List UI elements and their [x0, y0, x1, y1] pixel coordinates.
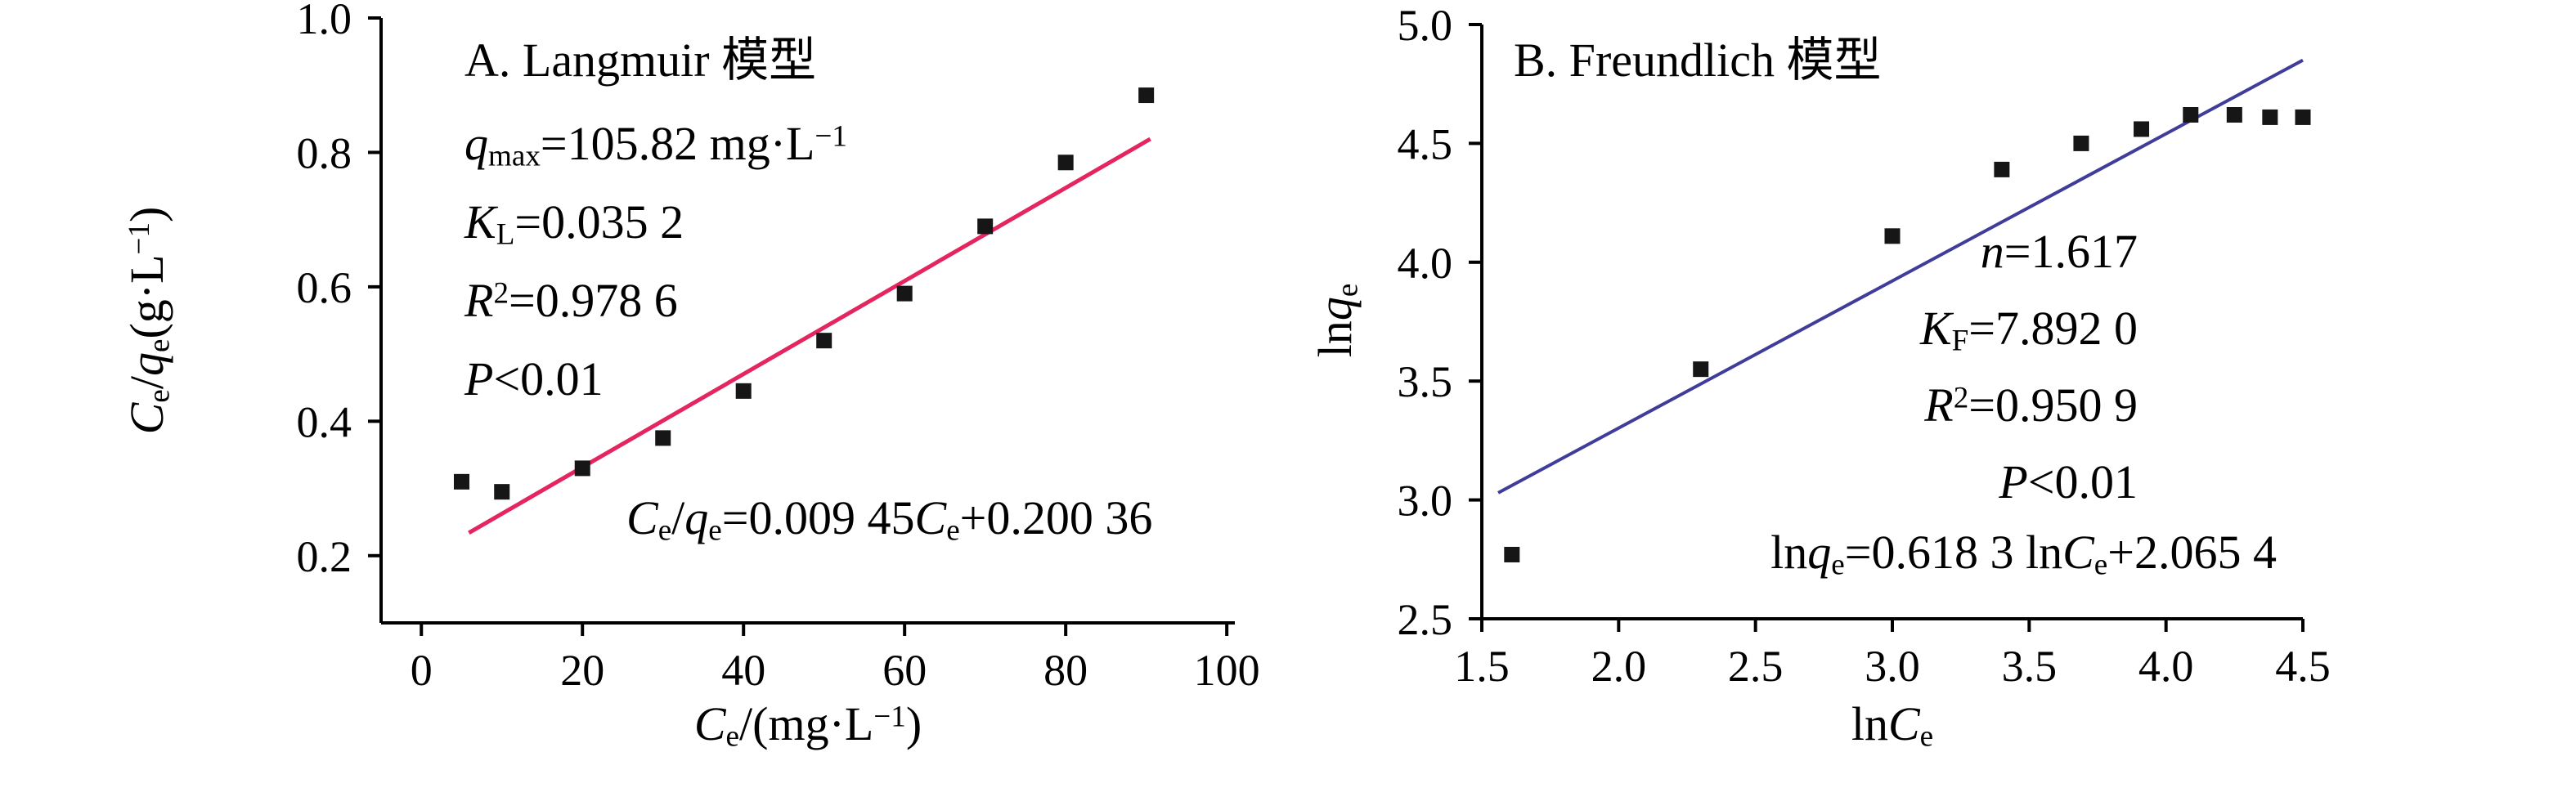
y-tick-label: 0.6: [297, 263, 352, 312]
kf-annotation: KF=7.892 0: [1919, 302, 2138, 358]
x-tick-label: 100: [1194, 646, 1260, 695]
freundlich-chart: 1.5 2.0 2.5 3.0 3.5 4.0 4.5 2.5 3.0 3.5 4.0 4.5 5.0: [1398, 1, 2331, 691]
panel-b-title: B. Freundlich 模型: [1514, 34, 1882, 87]
y-tick-label: 2.5: [1398, 595, 1453, 644]
x-tick-label: 4.5: [2275, 642, 2331, 691]
kl-annotation: KL=0.035 2: [464, 195, 684, 252]
p-value-annotation-a: P<0.01: [464, 352, 604, 405]
x-axis-label-b: lnCe: [1851, 697, 1934, 754]
data-point: [2226, 107, 2242, 123]
x-tick-label: 40: [721, 646, 765, 695]
y-tick-label: 4.0: [1398, 239, 1453, 288]
y-tick-label: 0.4: [297, 397, 352, 446]
x-tick-label: 20: [560, 646, 604, 695]
y-tick-label: 0.2: [297, 532, 352, 581]
fit-line: [1497, 58, 2304, 495]
x-tick-label: 60: [882, 646, 927, 695]
data-point: [1504, 546, 1520, 562]
y-axis-label-a: Ce/qe(g·L−1): [119, 206, 177, 435]
data-point: [1693, 361, 1709, 378]
data-point: [2134, 121, 2150, 137]
data-point: [453, 473, 469, 490]
data-point: [2183, 107, 2199, 123]
data-point: [1994, 161, 2010, 177]
panel-freundlich: 1.5 2.0 2.5 3.0 3.5 4.0 4.5 2.5 3.0 3.5 4.0 4.5 5.0 …: [1288, 0, 2576, 788]
data-point: [655, 430, 671, 446]
n-annotation: n=1.617: [1980, 225, 2138, 278]
data-point: [977, 218, 994, 235]
data-point: [735, 383, 752, 399]
r-squared-annotation-b: R2=0.950 9: [1924, 378, 2138, 432]
langmuir-chart: 0 20 40 60 80 100 0.2 0.4 0.6 0.8 1.0: [297, 0, 1260, 695]
x-tick-label: 0: [411, 646, 433, 695]
data-point: [816, 333, 832, 349]
data-point: [574, 460, 590, 477]
panel-a-title: A. Langmuir 模型: [464, 34, 817, 87]
data-point: [2073, 135, 2089, 151]
y-tick-label: 3.5: [1398, 357, 1453, 406]
x-tick-label: 3.0: [1865, 642, 1920, 691]
data-point: [2295, 109, 2311, 125]
x-axis-label-a: Ce/(mg·L−1): [693, 697, 922, 754]
freundlich-equation: lnqe=0.618 3 lnCe+2.065 4: [1770, 526, 2277, 582]
panel-langmuir: 0 20 40 60 80 100 0.2 0.4 0.6 0.8 1.0 A. Langmuir …: [119, 0, 1260, 754]
data-point: [1057, 154, 1074, 171]
p-value-annotation-b: P<0.01: [1999, 455, 2138, 508]
x-tick-label: 3.5: [2002, 642, 2058, 691]
x-tick-label: 1.5: [1454, 642, 1510, 691]
qmax-annotation: qmax=105.82 mg·L−1: [464, 117, 847, 173]
y-axis-label-b: lnqe: [1308, 283, 1365, 358]
data-point: [1138, 87, 1155, 104]
langmuir-equation: Ce/qe=0.009 45Ce+0.200 36: [626, 491, 1153, 548]
data-point: [896, 285, 913, 302]
r-squared-annotation-a: R2=0.978 6: [464, 274, 678, 327]
y-tick-label: 5.0: [1398, 1, 1453, 50]
x-tick-label: 4.0: [2138, 642, 2194, 691]
y-tick-label: 3.0: [1398, 477, 1453, 526]
x-tick-label: 2.5: [1728, 642, 1784, 691]
y-tick-label: 0.8: [297, 128, 352, 177]
y-tick-label: 1.0: [297, 0, 352, 43]
data-point: [494, 484, 510, 500]
data-point: [1884, 228, 1901, 244]
y-tick-label: 4.5: [1398, 119, 1453, 168]
x-tick-label: 2.0: [1591, 642, 1647, 691]
x-tick-label: 80: [1043, 646, 1088, 695]
data-point: [2262, 109, 2278, 125]
